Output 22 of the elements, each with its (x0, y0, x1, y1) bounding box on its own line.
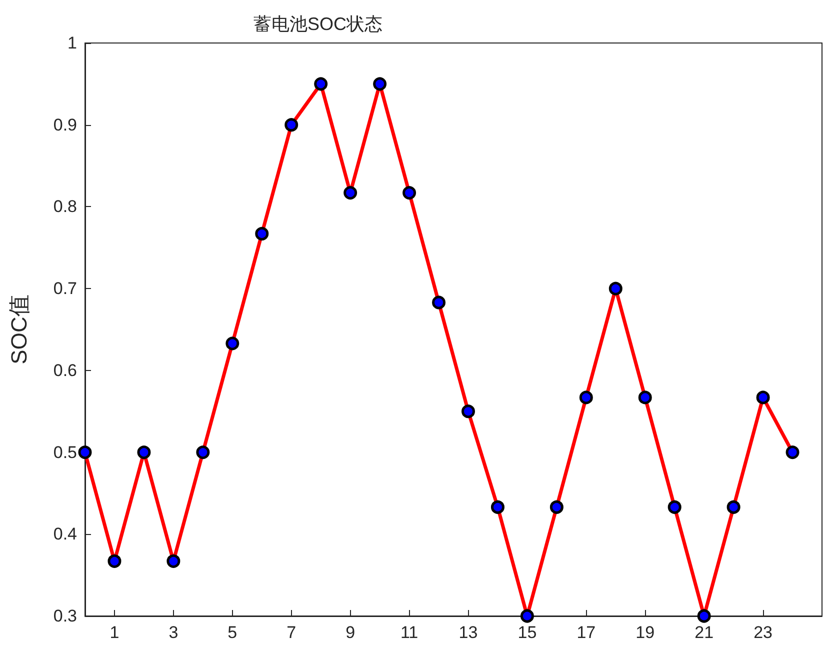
y-tick-label: 0.4 (53, 524, 77, 544)
x-tick-label: 21 (694, 623, 714, 642)
y-tick-label: 0.5 (53, 442, 77, 462)
y-tick-label: 1 (68, 34, 77, 52)
x-tick-label: 13 (458, 623, 478, 642)
y-tick-label: 0.7 (53, 279, 77, 298)
x-tick-label: 7 (286, 623, 296, 642)
x-tick-label: 5 (228, 623, 238, 642)
x-tick-label: 11 (400, 623, 418, 642)
x-tick-label: 15 (518, 623, 537, 642)
x-tick-label: 23 (754, 623, 772, 642)
x-tick-label: 19 (636, 623, 655, 642)
y-tick-label: 0.9 (53, 115, 77, 134)
x-tick-label: 9 (346, 623, 356, 642)
y-tick-label: 0.8 (53, 197, 77, 216)
x-tick-label: 17 (576, 623, 596, 642)
y-axis-title: SOC值 (6, 294, 32, 364)
x-tick-label: 3 (168, 623, 178, 642)
y-tick-label: 0.6 (53, 360, 77, 380)
x-tick-label: 1 (110, 623, 120, 642)
y-tick-label: 0.3 (53, 606, 77, 626)
chart-title: 蓄电池SOC状态 (253, 14, 383, 34)
